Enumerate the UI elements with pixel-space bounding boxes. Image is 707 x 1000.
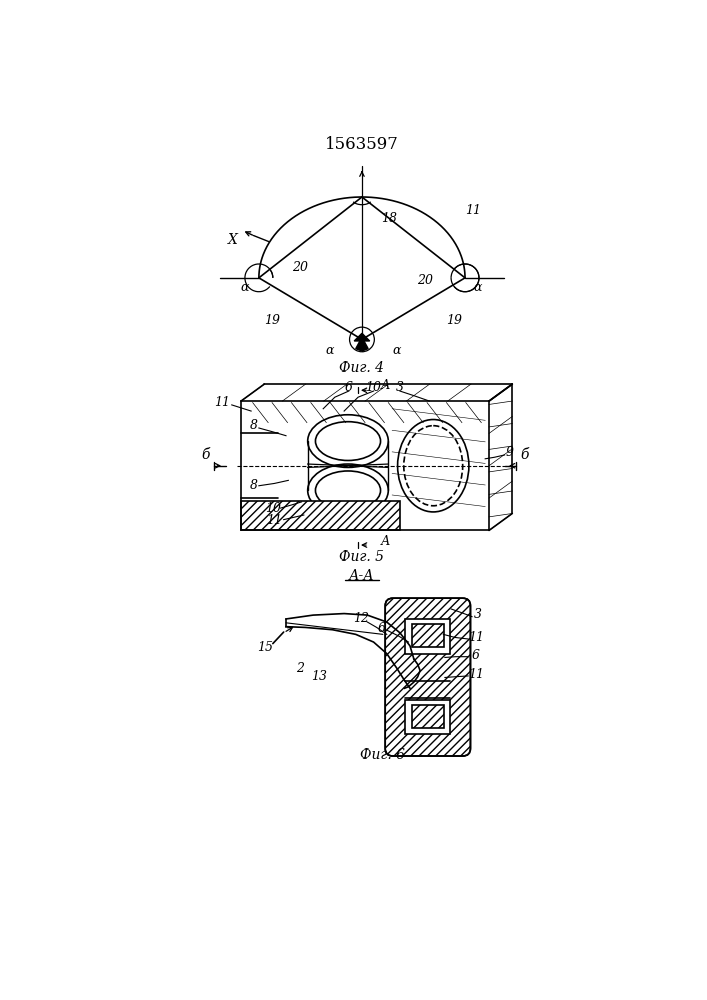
Text: 6: 6 (472, 649, 480, 662)
Text: 10: 10 (265, 502, 281, 515)
Text: 19: 19 (446, 314, 462, 327)
Text: 8: 8 (250, 479, 258, 492)
Text: 3: 3 (396, 381, 404, 394)
Text: А: А (380, 379, 390, 392)
Ellipse shape (397, 420, 469, 512)
Text: α: α (326, 344, 334, 358)
Text: 11: 11 (468, 631, 484, 644)
Text: α: α (473, 281, 481, 294)
Text: 6: 6 (345, 381, 353, 394)
Bar (411, 624, 444, 647)
Bar (411, 705, 444, 728)
Text: А-А: А-А (349, 569, 375, 583)
Text: 1563597: 1563597 (325, 136, 399, 153)
Polygon shape (356, 337, 368, 351)
Text: 9: 9 (506, 446, 513, 459)
Text: 19: 19 (264, 314, 280, 327)
Polygon shape (354, 333, 370, 341)
Text: 13: 13 (311, 670, 327, 683)
Text: 11: 11 (468, 668, 484, 681)
Bar (241, 501, 400, 530)
Text: 12: 12 (354, 612, 369, 625)
Text: Фиг. 4: Фиг. 4 (339, 361, 385, 375)
Text: 8: 8 (250, 419, 258, 432)
Text: X: X (228, 233, 238, 247)
Text: Фиг. 5: Фиг. 5 (339, 550, 385, 564)
Bar (405, 700, 450, 734)
Text: α: α (240, 281, 249, 294)
Text: 6: 6 (378, 622, 385, 635)
Text: б: б (201, 448, 210, 462)
Text: 3: 3 (474, 608, 482, 621)
Text: А: А (380, 535, 390, 548)
Text: 11: 11 (464, 204, 481, 217)
Text: 11: 11 (267, 514, 282, 527)
Text: 11: 11 (214, 396, 230, 409)
Text: Фиг. 6: Фиг. 6 (361, 748, 405, 762)
Text: 2: 2 (296, 662, 304, 675)
Text: 20: 20 (292, 261, 308, 274)
Text: 10: 10 (366, 381, 382, 394)
Text: 18: 18 (381, 212, 397, 225)
Text: α: α (392, 344, 401, 358)
Text: 20: 20 (418, 274, 433, 287)
Text: 15: 15 (257, 641, 273, 654)
Bar (405, 619, 450, 654)
FancyBboxPatch shape (385, 598, 470, 756)
Text: б: б (520, 448, 529, 462)
